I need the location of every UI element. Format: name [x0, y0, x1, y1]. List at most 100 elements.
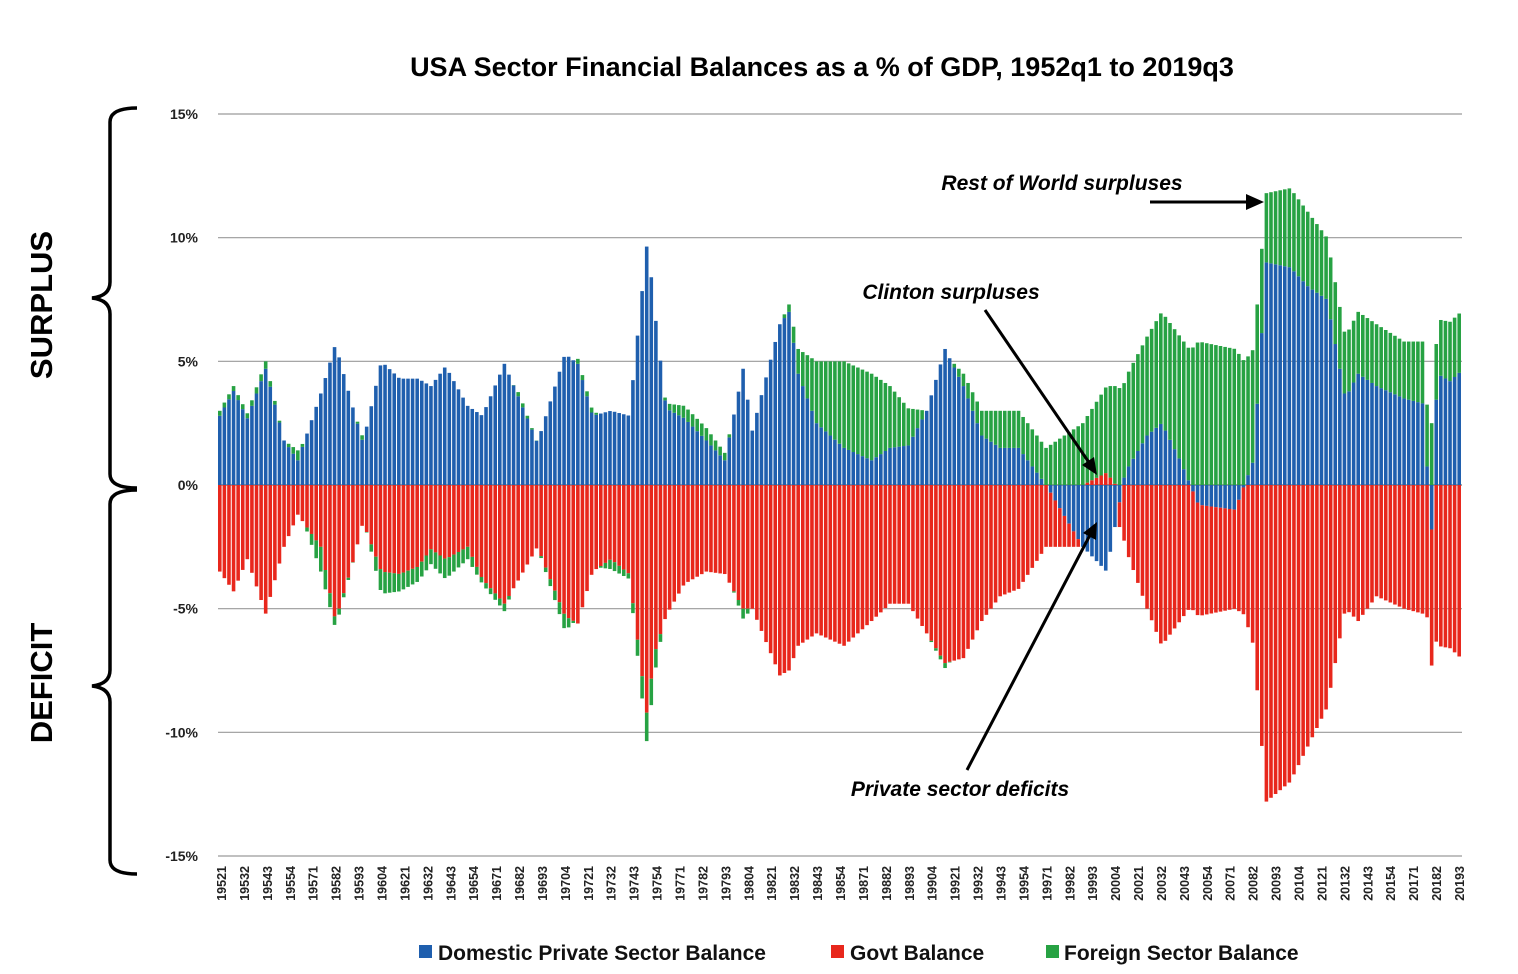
govt-bar — [1099, 475, 1103, 485]
private-bar — [314, 406, 318, 485]
foreign-bar — [617, 565, 621, 574]
foreign-bar — [525, 415, 530, 419]
govt-bar — [603, 485, 608, 563]
surplus-label: SURPLUS — [24, 231, 59, 379]
govt-bar — [1425, 485, 1429, 618]
private-bar — [686, 421, 690, 485]
govt-bar — [1195, 502, 1200, 616]
govt-bar — [888, 485, 892, 604]
govt-bar — [1159, 485, 1163, 644]
foreign-bar — [952, 363, 957, 368]
private-bar — [796, 373, 800, 485]
y-axis-tick-labels: 15% 10% 5% 0% -5% -10% -15% — [165, 106, 198, 864]
private-bar — [1172, 449, 1177, 485]
foreign-bar — [1292, 193, 1296, 272]
foreign-bar — [479, 576, 484, 583]
govt-bar — [906, 485, 911, 604]
govt-bar — [240, 485, 245, 570]
foreign-bar — [1168, 323, 1172, 440]
govt-bar — [934, 485, 938, 649]
private-bar — [722, 460, 727, 485]
govt-bar — [1002, 485, 1007, 595]
govt-bar — [351, 485, 355, 563]
private-bar — [1342, 393, 1347, 485]
foreign-bar — [901, 402, 906, 447]
govt-bar — [718, 485, 722, 574]
foreign-bar — [1420, 341, 1425, 404]
x-tick-label: 19882 — [880, 866, 894, 901]
govt-bar — [1131, 485, 1136, 571]
private-bar — [1131, 458, 1136, 485]
y-tick-label: 10% — [170, 230, 199, 246]
govt-bar — [1214, 507, 1218, 613]
foreign-bar — [1053, 441, 1058, 485]
private-bar — [1117, 485, 1122, 503]
foreign-bar — [1443, 320, 1448, 379]
private-bar — [1361, 376, 1365, 485]
private-bar — [640, 291, 644, 485]
foreign-bar — [906, 408, 911, 446]
arrow-private-deficits — [965, 534, 1092, 771]
private-bar — [1145, 435, 1149, 485]
foreign-bar — [1439, 319, 1443, 376]
private-bar — [800, 386, 805, 485]
govt-bar — [713, 485, 718, 573]
private-bar — [846, 449, 851, 485]
foreign-bar — [305, 527, 309, 532]
govt-bar — [1282, 485, 1287, 787]
foreign-bar — [383, 572, 387, 594]
private-bar — [672, 412, 677, 485]
foreign-bar — [1103, 387, 1108, 474]
private-bar — [957, 376, 961, 485]
private-bar — [1260, 333, 1264, 485]
foreign-bar — [722, 452, 727, 461]
foreign-bar — [470, 556, 475, 567]
govt-bar — [1246, 485, 1250, 628]
govt-bar — [677, 485, 681, 594]
govt-bar — [1223, 508, 1227, 611]
govt-bar — [1374, 485, 1379, 597]
foreign-bar — [1159, 313, 1163, 424]
foreign-bar — [640, 676, 644, 699]
legend-swatch-private — [419, 945, 432, 958]
foreign-bar — [1094, 401, 1099, 478]
govt-bar — [1237, 499, 1241, 612]
govt-bar — [447, 485, 452, 558]
private-bar — [539, 431, 543, 485]
foreign-bar — [1269, 192, 1273, 264]
foreign-bar — [442, 558, 447, 579]
foreign-bar — [814, 361, 819, 424]
govt-bar — [924, 485, 929, 634]
govt-bar — [1402, 485, 1406, 609]
foreign-bar — [589, 407, 594, 413]
x-tick-label: 20132 — [1338, 866, 1352, 901]
private-bar — [732, 414, 736, 485]
govt-bar — [245, 485, 250, 560]
govt-bar — [1071, 531, 1076, 547]
private-bar — [1264, 262, 1269, 485]
foreign-bar — [227, 394, 231, 400]
private-bar — [1292, 271, 1296, 485]
private-bar — [364, 426, 369, 485]
govt-bar — [626, 485, 631, 574]
private-bar — [1393, 394, 1397, 485]
foreign-bar — [1351, 320, 1356, 383]
private-bar — [1315, 292, 1319, 485]
foreign-bar — [1136, 354, 1140, 451]
private-bar — [1214, 485, 1218, 508]
private-bar — [837, 443, 842, 485]
govt-bar — [1406, 485, 1411, 610]
govt-bar — [415, 485, 419, 567]
foreign-bar — [1370, 321, 1374, 383]
govt-bar — [1021, 485, 1025, 582]
foreign-bar — [1246, 356, 1250, 476]
govt-bar — [773, 485, 778, 665]
govt-bar — [461, 485, 465, 550]
private-bar — [782, 318, 787, 485]
private-bar — [1025, 460, 1030, 485]
x-tick-label: 19993 — [1086, 866, 1100, 901]
govt-bar — [1145, 485, 1149, 609]
govt-bar — [654, 485, 658, 650]
govt-bar — [1393, 485, 1397, 605]
govt-bar — [475, 485, 479, 567]
